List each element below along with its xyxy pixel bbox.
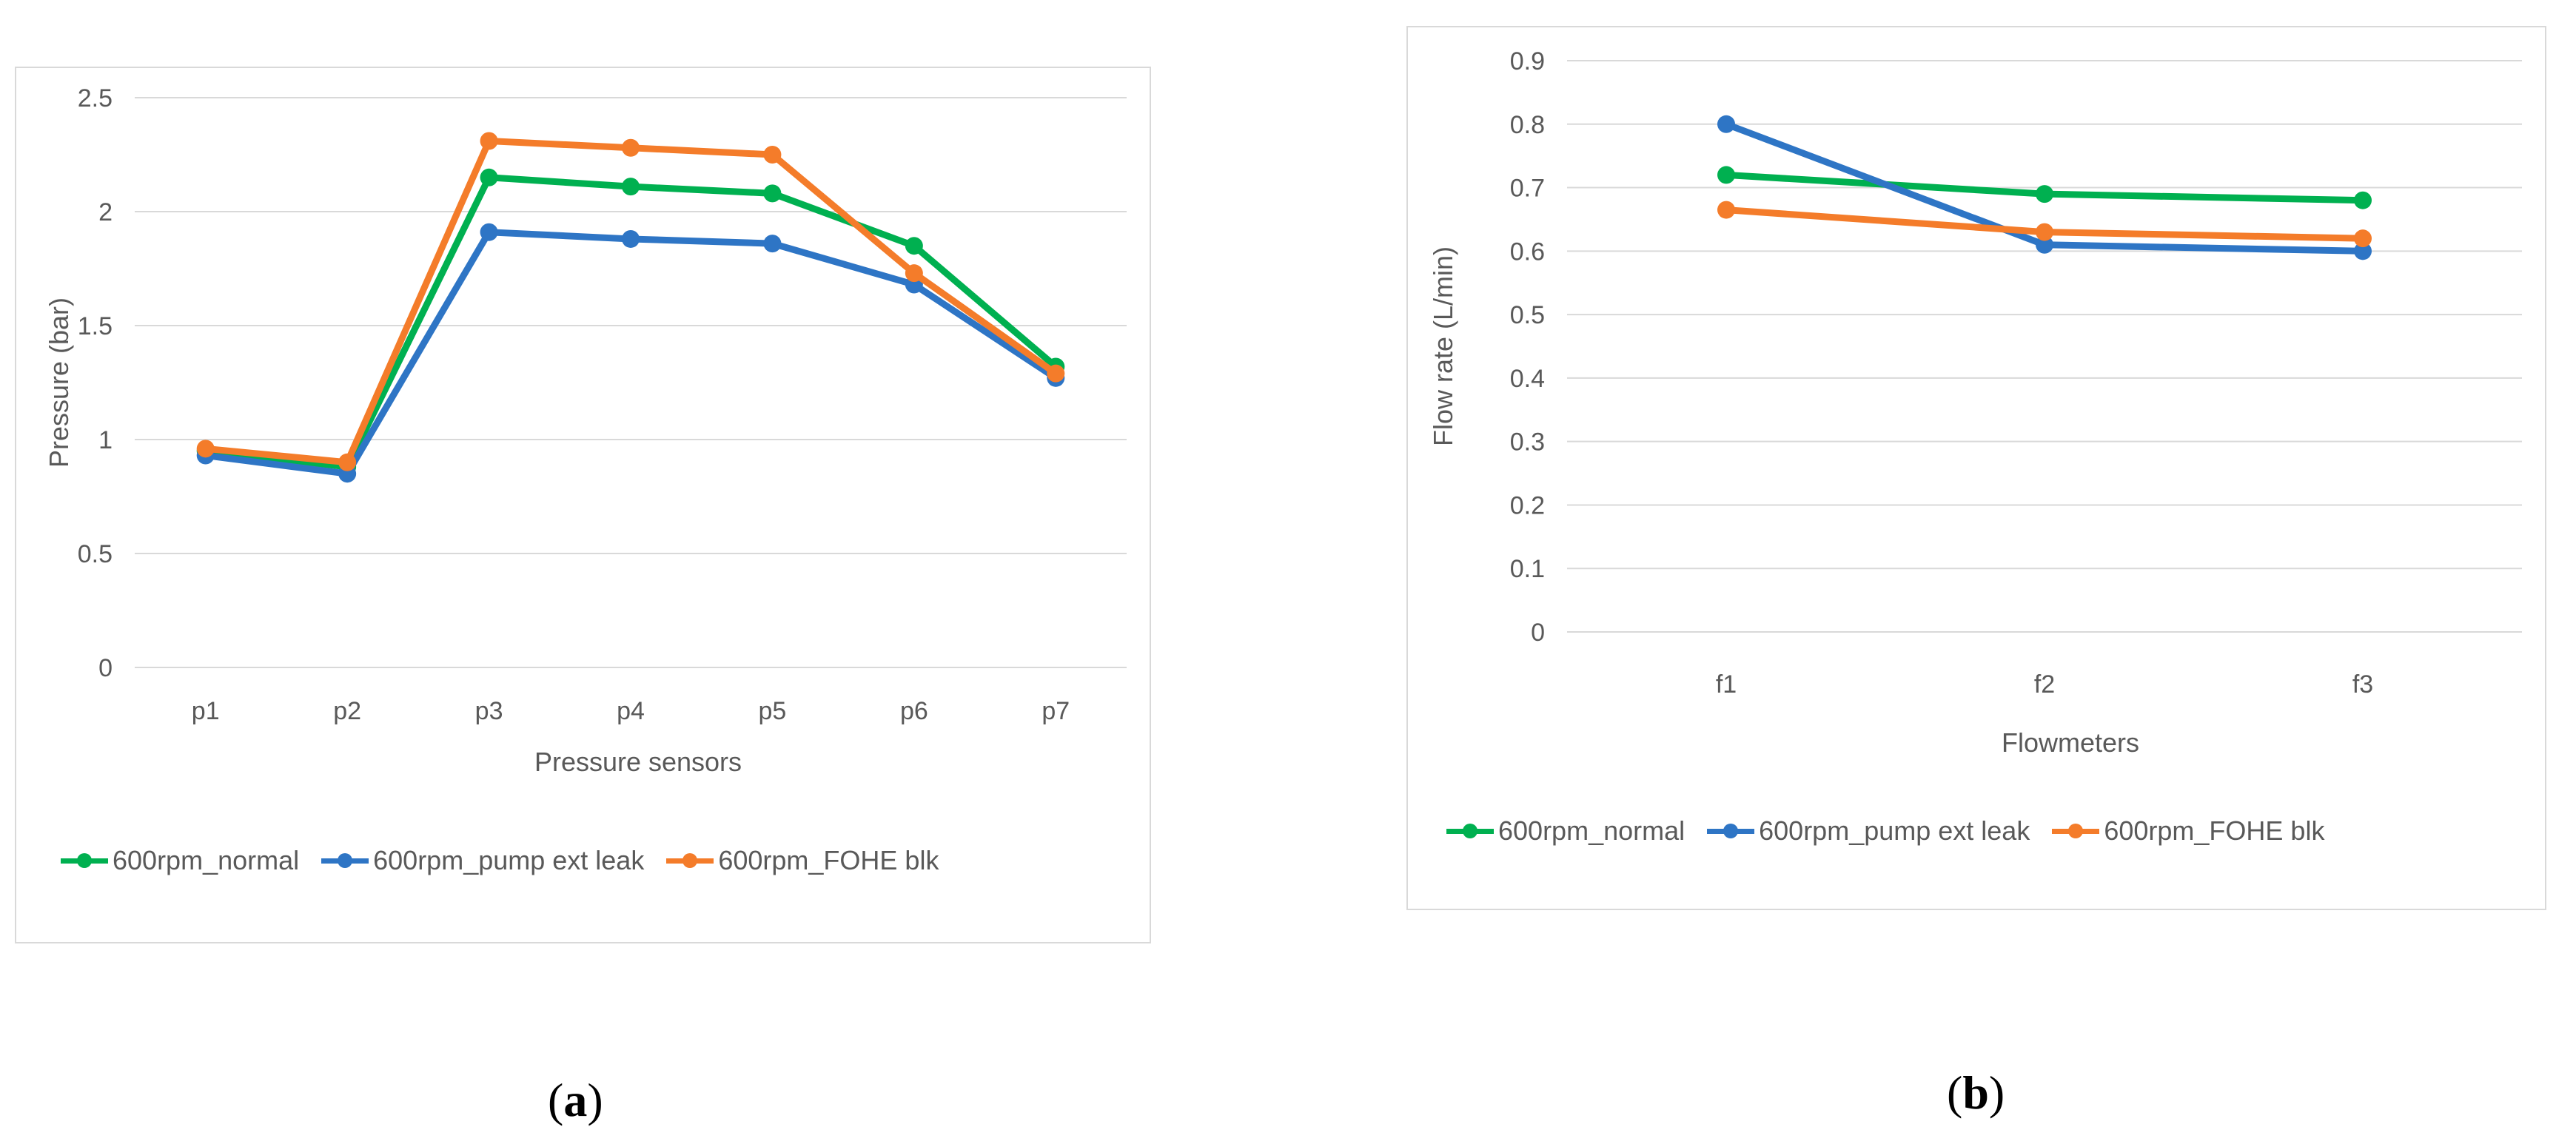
y-tick-label: 0.5 (1510, 301, 1545, 329)
y-tick-label: 0.3 (1510, 428, 1545, 457)
chart-b-legend: 600rpm_normal 600rpm_pump ext leak 600rpm_… (1446, 815, 2324, 847)
y-tick-label: 1 (98, 426, 113, 454)
data-point (2354, 229, 2372, 248)
data-point (763, 184, 782, 203)
series-600rpm-fohe-blk (1717, 201, 2372, 248)
data-point (1047, 364, 1065, 383)
chart-a-legend: 600rpm_normal 600rpm_pump ext leak 600rpm_… (61, 845, 939, 876)
data-point (622, 178, 640, 196)
data-point (1717, 115, 1735, 133)
data-point (480, 168, 498, 186)
y-tick-label: 0.6 (1510, 238, 1545, 266)
chart-a-container: 0 0.5 1 1.5 2 2.5 p1 p2 p3 p4 p5 p6 p7 Pressure senso… (15, 67, 1151, 943)
y-tick-label: 0.5 (78, 540, 113, 568)
series-600rpm-normal (196, 168, 1065, 476)
y-tick-label: 0.8 (1510, 111, 1545, 139)
x-tick-label: p6 (900, 697, 928, 725)
panel-label-a: (a) (548, 1074, 603, 1126)
data-point (338, 453, 357, 471)
y-axis-title: Flow rate (L/min) (1428, 246, 1458, 446)
data-point (763, 235, 782, 253)
data-point (905, 264, 923, 283)
x-tick-label: p2 (333, 697, 361, 725)
data-point (2036, 185, 2053, 203)
legend-label: 600rpm_pump ext leak (1759, 815, 2030, 846)
data-point (2354, 191, 2372, 209)
legend-label: 600rpm_FOHE blk (2104, 815, 2325, 846)
y-tick-label: 1.5 (78, 312, 113, 340)
legend-item: 600rpm_pump ext leak (321, 845, 644, 876)
legend-item: 600rpm_normal (61, 845, 299, 876)
x-tick-label: f3 (2352, 670, 2373, 699)
x-tick-label: p5 (759, 697, 787, 725)
legend-item: 600rpm_FOHE blk (666, 845, 939, 876)
data-point (196, 440, 215, 458)
data-point (480, 223, 498, 241)
y-tick-label: 0 (98, 654, 113, 682)
series-600rpm-normal (1717, 166, 2372, 209)
chart-b-container: 0 0.1 0.2 0.3 0.4 0.5 0.6 0.7 0.8 0.9 f1 f2 f3 Flowme… (1406, 26, 2546, 910)
legend-item: 600rpm_FOHE blk (2052, 815, 2324, 847)
legend-swatch (61, 847, 108, 874)
panel-label-b: (b) (1947, 1066, 2005, 1119)
chart-b-plot: 0 0.1 0.2 0.3 0.4 0.5 0.6 0.7 0.8 0.9 f1 f2 f3 Flowme… (1428, 47, 2522, 758)
data-point (905, 237, 923, 255)
x-tick-label: p4 (617, 697, 645, 725)
data-point (763, 146, 782, 164)
x-tick-label: p7 (1042, 697, 1070, 725)
data-point (2354, 242, 2372, 260)
legend-swatch (1446, 818, 1494, 844)
legend-label: 600rpm_pump ext leak (373, 845, 645, 875)
data-point (1717, 201, 1735, 219)
data-point (622, 138, 640, 157)
y-tick-label: 2 (98, 198, 113, 226)
legend-swatch (2052, 818, 2100, 844)
y-tick-label: 0.4 (1510, 365, 1545, 393)
x-tick-label: f2 (2034, 670, 2055, 699)
legend-item: 600rpm_pump ext leak (1707, 815, 2030, 847)
y-tick-label: 0.1 (1510, 555, 1545, 583)
x-axis-title: Flowmeters (2002, 727, 2139, 758)
x-axis-title: Pressure sensors (534, 747, 742, 777)
legend-label: 600rpm_normal (113, 845, 300, 875)
legend-label: 600rpm_FOHE blk (718, 845, 939, 875)
data-point (480, 132, 498, 150)
data-point (2036, 235, 2053, 254)
legend-swatch (1707, 818, 1755, 844)
series-600rpm-pump-ext-leak (1717, 115, 2372, 260)
legend-label: 600rpm_normal (1498, 815, 1686, 846)
x-tick-label: p1 (192, 697, 220, 725)
legend-item: 600rpm_normal (1446, 815, 1685, 847)
y-tick-label: 0 (1531, 619, 1545, 647)
data-point (622, 229, 640, 248)
y-tick-label: 0.7 (1510, 175, 1545, 203)
chart-a-plot: 0 0.5 1 1.5 2 2.5 p1 p2 p3 p4 p5 p6 p7 Pressure senso… (44, 84, 1127, 777)
x-tick-label: p3 (475, 697, 503, 725)
y-tick-label: 0.2 (1510, 491, 1545, 519)
data-point (1717, 166, 1735, 184)
y-tick-label: 0.9 (1510, 47, 1545, 75)
series-600rpm-fohe-blk (196, 132, 1065, 471)
series-line (202, 229, 1059, 477)
series-line (202, 174, 1059, 471)
y-axis-title: Pressure (bar) (44, 297, 74, 468)
legend-swatch (666, 847, 714, 874)
data-point (2036, 223, 2053, 241)
y-tick-label: 2.5 (78, 84, 113, 112)
legend-swatch (321, 847, 369, 874)
x-tick-label: f1 (1716, 670, 1737, 699)
